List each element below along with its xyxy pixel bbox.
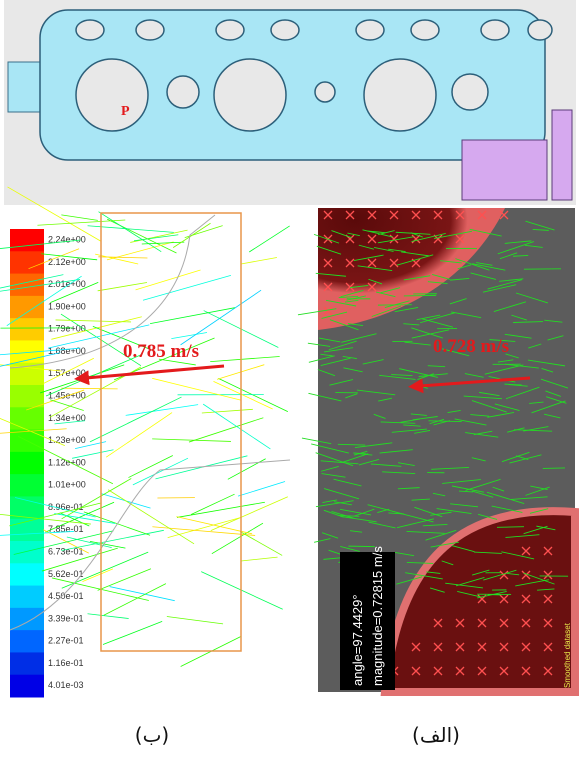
smoothed-label: Smoothed dataset: [563, 622, 572, 688]
colorbar-label: 5.62e-01: [48, 569, 84, 579]
point-label: P: [121, 104, 130, 119]
colorbar-label: 2.27e-01: [48, 636, 84, 646]
colorbar-label: 1.12e+00: [48, 457, 86, 467]
colorbar-band: [10, 608, 44, 631]
colorbar-band: [10, 563, 44, 586]
outlet-block: [462, 140, 547, 200]
colorbar-band: [10, 541, 44, 564]
colorbar-label: 1.57e+00: [48, 368, 86, 378]
colorbar-label: 4.01e-03: [48, 680, 84, 690]
colorbar-band: [10, 318, 44, 341]
colorbar-label: 1.45e+00: [48, 391, 86, 401]
figure: P 2.24e+002.12e+002.01e+001.90e+001.79e+…: [0, 0, 579, 776]
colorbar-label: 1.01e+00: [48, 480, 86, 490]
outlet-pipe: [552, 110, 572, 200]
colorbar-band: [10, 586, 44, 609]
colorbar-band: [10, 675, 44, 698]
magnitude-text: magnitude=0.72815 m/s: [370, 546, 385, 686]
colorbar-label: 3.39e-01: [48, 613, 84, 623]
cfd-panel: 2.24e+002.12e+002.01e+001.90e+001.79e+00…: [0, 187, 300, 747]
colorbar-label: 1.90e+00: [48, 301, 86, 311]
angle-text: angle=97.4429°: [350, 594, 365, 686]
piv-panel: 0.728 m/s angle=97.4429° magnitude=0.728…: [298, 208, 575, 747]
colorbar-band: [10, 474, 44, 497]
caption: (ب): [135, 723, 169, 747]
colorbar-band: [10, 385, 44, 408]
colorbar-label: 1.16e-01: [48, 658, 84, 668]
velocity-annotation: 0.728 m/s: [433, 336, 509, 357]
colorbar-band: [10, 407, 44, 430]
top-figure: P: [4, 0, 576, 205]
colorbar-band: [10, 519, 44, 542]
colorbar-band: [10, 296, 44, 319]
caption: (الف): [412, 723, 460, 747]
colorbar-band: [10, 630, 44, 653]
colorbar-band: [10, 229, 44, 252]
colorbar-band: [10, 452, 44, 475]
velocity-annotation: 0.785 m/s: [123, 341, 199, 362]
colorbar-band: [10, 652, 44, 675]
piv-vector: [497, 527, 524, 528]
colorbar-label: 2.01e+00: [48, 279, 86, 289]
piv-vector: [404, 295, 436, 296]
info-box: [340, 552, 395, 690]
colorbar-band: [10, 251, 44, 274]
colorbar-label: 1.23e+00: [48, 435, 86, 445]
